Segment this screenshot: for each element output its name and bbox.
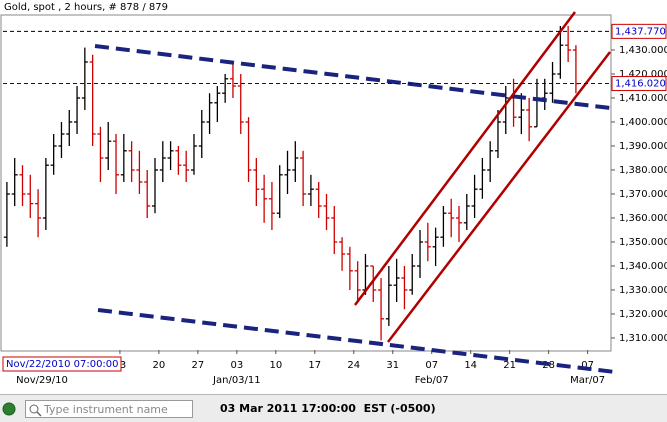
instrument-search[interactable]: Type instrument name [25,400,193,418]
y-tick-label: 1,340.000 [619,261,667,272]
x-tick-label: 07 [581,360,594,371]
cursor-box [2,356,122,372]
channel-line [354,11,576,306]
connection-icon [2,402,16,416]
y-tick-label: 1,420.000 [619,69,667,80]
x-tick-label: 21 [503,360,516,371]
price-marker-label: 1,437.770 [615,26,666,37]
y-tick-label: 1,360.000 [619,213,667,224]
y-tick-label: 1,380.000 [619,165,667,176]
y-tick-label: 1,410.000 [619,93,667,104]
price-marker-box [611,23,667,39]
x-tick-label: 07 [425,360,438,371]
x-major-label: Jan/03/11 [212,375,261,386]
x-tick-label: 27 [192,360,205,371]
chart-background [0,0,667,394]
trendlines [94,11,616,374]
x-tick-label: 10 [269,360,282,371]
trendline [94,44,611,110]
x-tick-label: 03 [230,360,243,371]
search-icon [29,404,42,417]
x-tick-label: 17 [308,360,321,371]
x-tick-label: 24 [347,360,360,371]
y-tick-label: 1,320.000 [619,309,667,320]
search-placeholder: Type instrument name [44,403,168,416]
chart: Gold, spot , 2 hours, # 878 / 879 1,310.… [0,0,667,394]
trendline [97,308,616,374]
plot-frame [0,14,612,352]
price-marker-label: 1,416.020 [615,79,666,90]
channel-line [387,51,611,343]
timestamp: 03 Mar 2011 17:00:00 EST (-0500) [220,402,436,415]
y-tick-label: 1,330.000 [619,285,667,296]
x-tick-label: 20 [153,360,166,371]
y-tick-label: 1,430.000 [619,45,667,56]
x-major-label: Feb/07 [415,375,449,386]
y-tick-label: 1,310.000 [619,333,667,344]
status-bar: Type instrument name 03 Mar 2011 17:00:0… [0,394,667,422]
y-tick-label: 1,400.000 [619,117,667,128]
y-tick-label: 1,350.000 [619,237,667,248]
y-tick-label: 1,370.000 [619,189,667,200]
x-major-label: Mar/07 [570,375,605,386]
x-tick-label: 14 [464,360,477,371]
y-tick-label: 1,390.000 [619,141,667,152]
chart-title: Gold, spot , 2 hours, # 878 / 879 [4,2,168,13]
x-tick-label: 31 [386,360,399,371]
x-major-label: Nov/29/10 [16,375,68,386]
price-marker-box [611,76,667,92]
cursor-label: Nov/22/2010 07:00:00 [6,359,119,370]
